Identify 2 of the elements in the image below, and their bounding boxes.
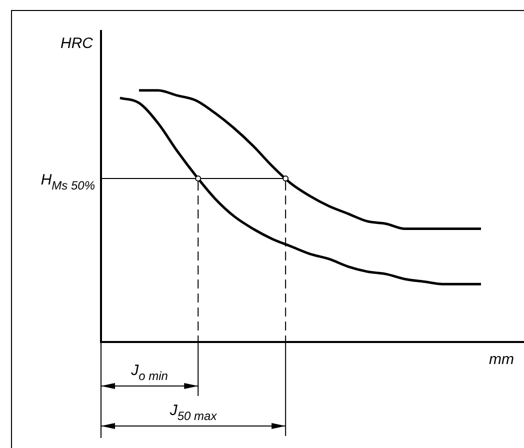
y-axis-title: HRC: [60, 35, 94, 52]
x-axis-title: mm: [489, 351, 514, 368]
